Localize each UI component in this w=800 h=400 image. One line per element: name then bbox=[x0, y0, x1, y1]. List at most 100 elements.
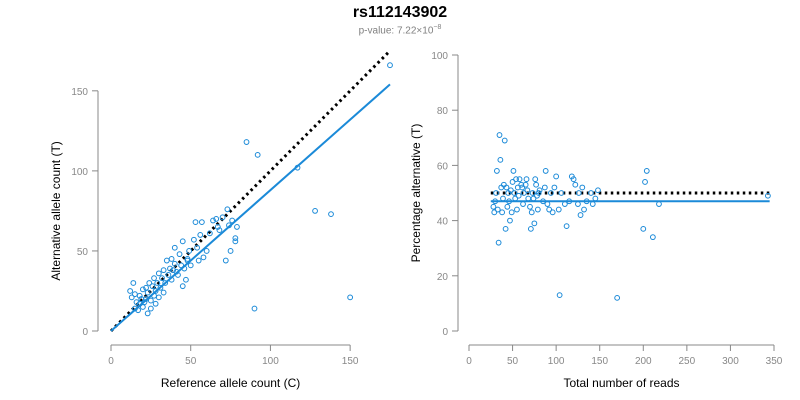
data-point bbox=[167, 265, 173, 272]
x-tick-label: 150 bbox=[342, 356, 359, 367]
data-point bbox=[551, 184, 558, 191]
x-axis-title: Reference allele count (C) bbox=[161, 376, 300, 390]
data-point bbox=[549, 209, 556, 216]
x-tick-label: 0 bbox=[466, 356, 472, 367]
data-point bbox=[151, 275, 157, 282]
data-point bbox=[227, 248, 234, 254]
y-tick-label: 100 bbox=[431, 51, 448, 62]
data-point bbox=[147, 297, 154, 304]
data-point bbox=[181, 265, 188, 272]
x-tick-label: 200 bbox=[635, 356, 652, 367]
chart-title: rs112143902 bbox=[352, 4, 448, 21]
data-point bbox=[575, 201, 581, 207]
x-tick-label: 250 bbox=[679, 356, 696, 367]
data-point bbox=[523, 176, 530, 183]
x-tick-label: 0 bbox=[108, 356, 114, 367]
p-value-text: p-value: 7.22×10 bbox=[358, 25, 434, 37]
x-tick-label: 300 bbox=[722, 356, 739, 367]
data-point bbox=[206, 230, 213, 237]
data-point bbox=[542, 168, 549, 174]
data-point bbox=[216, 227, 223, 234]
data-point bbox=[553, 173, 560, 180]
data-point bbox=[170, 267, 177, 274]
data-point bbox=[213, 216, 220, 222]
data-point bbox=[524, 187, 531, 194]
data-point bbox=[529, 190, 536, 196]
data-point bbox=[511, 190, 518, 196]
data-point bbox=[133, 299, 140, 306]
data-point bbox=[183, 276, 189, 283]
data-point bbox=[528, 209, 535, 216]
data-point bbox=[232, 235, 239, 242]
data-point bbox=[640, 225, 647, 232]
data-point bbox=[589, 201, 596, 207]
data-point bbox=[184, 256, 191, 262]
data-point bbox=[765, 192, 771, 199]
y-tick-label: 150 bbox=[71, 87, 88, 98]
data-point bbox=[577, 212, 584, 218]
data-point bbox=[130, 280, 137, 286]
data-point bbox=[579, 184, 586, 191]
data-point bbox=[147, 305, 154, 312]
y-tick-label: 0 bbox=[82, 327, 88, 338]
data-point bbox=[192, 219, 199, 226]
data-point bbox=[494, 206, 501, 213]
data-point bbox=[522, 181, 529, 188]
data-point bbox=[532, 176, 539, 183]
data-point bbox=[210, 217, 216, 224]
data-point bbox=[128, 294, 135, 301]
data-point bbox=[519, 184, 526, 191]
data-point bbox=[656, 201, 662, 207]
data-point bbox=[503, 184, 510, 191]
data-point bbox=[152, 288, 159, 294]
data-point bbox=[155, 270, 162, 277]
data-point bbox=[507, 217, 513, 224]
x-tick-label: 100 bbox=[548, 356, 565, 367]
data-point bbox=[509, 179, 516, 185]
x-axis-title: Total number of reads bbox=[563, 376, 679, 390]
data-point bbox=[132, 305, 138, 312]
data-point bbox=[495, 239, 502, 246]
data-point bbox=[176, 251, 183, 258]
x-tick-label: 50 bbox=[507, 356, 519, 367]
data-point bbox=[561, 201, 568, 207]
data-point bbox=[152, 300, 159, 307]
data-point bbox=[514, 206, 520, 213]
data-point bbox=[490, 203, 497, 210]
data-point bbox=[548, 190, 554, 196]
data-point bbox=[649, 234, 656, 241]
y-tick-label: 80 bbox=[437, 106, 449, 117]
data-point bbox=[141, 299, 148, 306]
data-point bbox=[500, 195, 506, 202]
data-point bbox=[162, 280, 169, 286]
data-point bbox=[541, 184, 548, 191]
data-point bbox=[496, 132, 503, 138]
data-point bbox=[197, 232, 204, 238]
data-point bbox=[203, 248, 210, 254]
y-tick-label: 60 bbox=[437, 161, 449, 172]
y-tick-label: 100 bbox=[71, 167, 88, 178]
data-point bbox=[139, 304, 146, 310]
y-tick-label: 50 bbox=[77, 247, 89, 258]
data-point bbox=[497, 156, 504, 163]
data-point bbox=[251, 305, 258, 312]
data-point bbox=[492, 198, 499, 205]
data-point bbox=[171, 260, 178, 267]
data-point bbox=[149, 283, 156, 290]
data-point bbox=[544, 201, 551, 207]
data-point bbox=[504, 203, 511, 210]
y-tick-label: 40 bbox=[437, 217, 449, 228]
data-point bbox=[254, 151, 261, 158]
data-point bbox=[499, 209, 506, 216]
data-point bbox=[160, 289, 167, 296]
left-scatter-panel: 0 50 100 150 0 50 100 150 Reference allele count… bbox=[49, 49, 393, 390]
data-point bbox=[186, 248, 193, 254]
data-point bbox=[194, 244, 200, 251]
x-tick-label: 50 bbox=[185, 356, 197, 367]
data-point bbox=[219, 214, 226, 221]
y-tick-label: 20 bbox=[437, 272, 449, 283]
data-point bbox=[139, 286, 146, 293]
data-point bbox=[588, 190, 594, 196]
data-point bbox=[566, 198, 573, 205]
